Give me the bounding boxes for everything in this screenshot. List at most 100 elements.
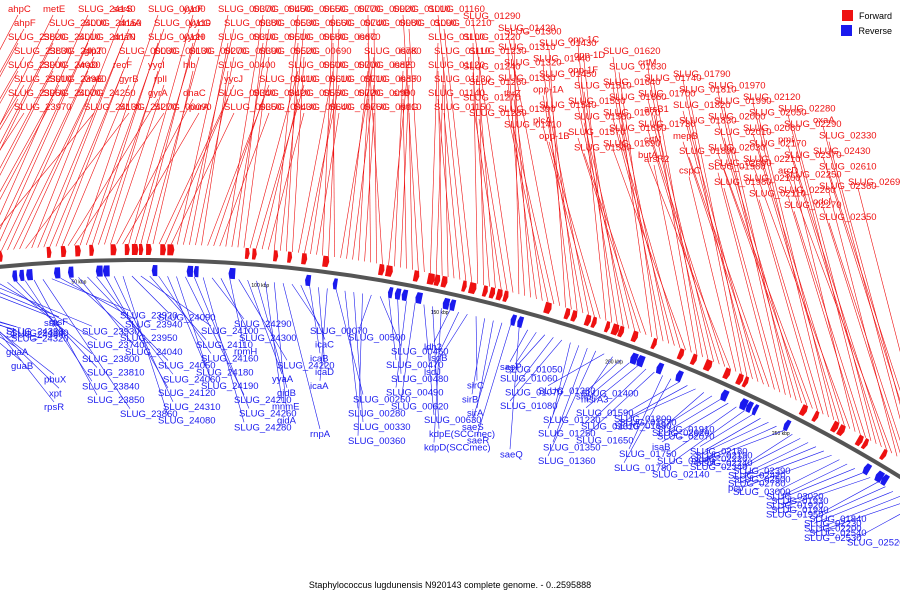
- forward-label-leader: [787, 195, 861, 435]
- forward-label-leader: [170, 112, 235, 245]
- reverse-gene-label: kdpD(SCCmec): [424, 443, 491, 454]
- forward-gene-label: arsB1: [644, 104, 669, 115]
- forward-gene-label: SLUG_01210: [434, 18, 492, 29]
- forward-gene-label: SLUG_00400: [218, 60, 276, 71]
- reverse-label-leader: [0, 283, 98, 341]
- reverse-gene-label: SLUG_02340: [690, 462, 748, 473]
- forward-label-leader: [542, 64, 572, 310]
- reverse-label-leader: [0, 331, 55, 375]
- forward-label-leader: [758, 149, 845, 426]
- reverse-gene-label: SLUG_02080: [657, 456, 715, 467]
- forward-label-leader: [146, 56, 200, 245]
- reverse-label-leader: [282, 283, 321, 430]
- reverse-label-leader: [737, 450, 824, 484]
- reverse-gene: [510, 314, 518, 327]
- reverse-label-leader: [423, 304, 435, 416]
- reverse-label-leader: [547, 345, 580, 429]
- forward-gene-label: serS: [113, 4, 133, 15]
- legend-label-reverse: Reverse: [858, 25, 892, 36]
- reverse-label-leader: [438, 311, 459, 354]
- forward-gene: [46, 246, 52, 258]
- forward-gene-label: SLUG_02270: [784, 200, 842, 211]
- reverse-gene-label: mnmE: [272, 402, 299, 413]
- forward-gene-label: SLUG_02000: [708, 111, 766, 122]
- forward-gene-label: SLUG_01010: [393, 4, 451, 15]
- reverse-label-leader: [590, 362, 630, 395]
- reverse-gene-label: SLUG_01070: [505, 387, 563, 398]
- reverse-label-leader: [475, 316, 478, 381]
- reverse-label-leader: [775, 459, 840, 492]
- forward-gene-label: SLUG_01120: [428, 60, 485, 71]
- forward-label-leader: [0, 28, 95, 230]
- reverse-gene-label: SLUG_24100: [201, 326, 259, 337]
- legend: Forward Reverse: [841, 8, 892, 38]
- reverse-label-leader: [471, 322, 503, 422]
- forward-label-leader: [219, 112, 270, 247]
- reverse-label-leader: [818, 481, 878, 515]
- reverse-label-leader: [552, 342, 571, 415]
- forward-gene: [468, 282, 477, 295]
- forward-label-leader: [542, 126, 595, 317]
- forward-label-leader: [0, 84, 25, 126]
- forward-label-leader: [507, 83, 537, 300]
- forward-gene: [543, 301, 552, 314]
- reverse-gene-label: SLUG_24050: [158, 361, 216, 372]
- forward-label-leader: [0, 28, 25, 73]
- forward-gene-label: yycF: [183, 4, 203, 15]
- reverse-label-leader: [96, 276, 174, 375]
- forward-gene-label: SLUG_01450: [539, 69, 597, 80]
- reverse-gene: [415, 292, 424, 304]
- reverse-gene-label: lsdJ: [424, 367, 441, 378]
- forward-gene-label: purA: [189, 102, 210, 113]
- reverse-gene-label: SLUG_24040: [125, 347, 183, 358]
- reverse-label-leader: [552, 347, 588, 443]
- forward-label-leader: [0, 14, 89, 216]
- forward-gene-label: SLUG_02330: [819, 131, 877, 142]
- forward-gene-label: SLUG_01100: [428, 32, 485, 43]
- scale-tick-label: 150 kbp: [431, 310, 449, 316]
- reverse-label-leader: [78, 277, 136, 347]
- forward-label-leader: [688, 126, 759, 382]
- forward-gene-label: SLUG_00650: [288, 4, 346, 15]
- forward-gene-label: SLUG_24070: [43, 88, 101, 99]
- reverse-gene-label: SLUG_23920: [120, 311, 178, 322]
- reverse-gene: [95, 265, 103, 277]
- forward-label-leader: [793, 211, 866, 438]
- reverse-label-leader: [397, 299, 402, 374]
- forward-gene: [879, 448, 888, 461]
- reverse-gene-label: saeR: [467, 436, 489, 447]
- forward-gene-label: vraD: [78, 60, 98, 71]
- reverse-label-leader: [737, 438, 801, 471]
- forward-gene-label: SLUG_00520: [259, 46, 317, 57]
- forward-gene-label: isdK: [399, 46, 418, 57]
- forward-label-leader: [394, 70, 404, 267]
- reverse-label-leader: [353, 292, 364, 423]
- forward-gene: [502, 290, 509, 303]
- forward-label-leader: [513, 99, 543, 301]
- reverse-label-leader: [623, 388, 696, 422]
- forward-label-leader: [507, 33, 561, 306]
- forward-label-leader: [104, 70, 159, 245]
- reverse-gene-label: SLUG_24120: [158, 388, 216, 399]
- forward-gene-label: dnaC: [183, 88, 206, 99]
- forward-gene-label: SLUG_01280: [469, 108, 527, 119]
- forward-gene-label: SLUG_02170: [749, 138, 807, 149]
- forward-label-leader: [787, 176, 893, 454]
- forward-label-leader: [758, 199, 824, 415]
- reverse-label-leader: [514, 337, 554, 388]
- reverse-label-leader: [628, 375, 663, 450]
- forward-gene-label: SLUG_02690: [848, 177, 900, 188]
- forward-label-leader: [67, 98, 159, 246]
- forward-gene: [131, 244, 139, 256]
- forward-label-leader: [822, 157, 900, 402]
- forward-label-leader: [367, 42, 383, 265]
- forward-gene-label: odcI: [813, 196, 831, 207]
- forward-gene-label: SLUG_02430: [813, 146, 871, 157]
- forward-label-leader: [195, 56, 235, 246]
- reverse-gene-label: SLUG_01380: [538, 386, 596, 397]
- reverse-gene-label: SLUG_00500: [348, 333, 406, 344]
- forward-gene-label: SLUG_00310: [218, 32, 276, 43]
- reverse-gene-label: SLUG_01350: [543, 442, 601, 453]
- forward-gene-label: SLUG_00410: [259, 74, 317, 85]
- forward-label-leader: [793, 180, 856, 432]
